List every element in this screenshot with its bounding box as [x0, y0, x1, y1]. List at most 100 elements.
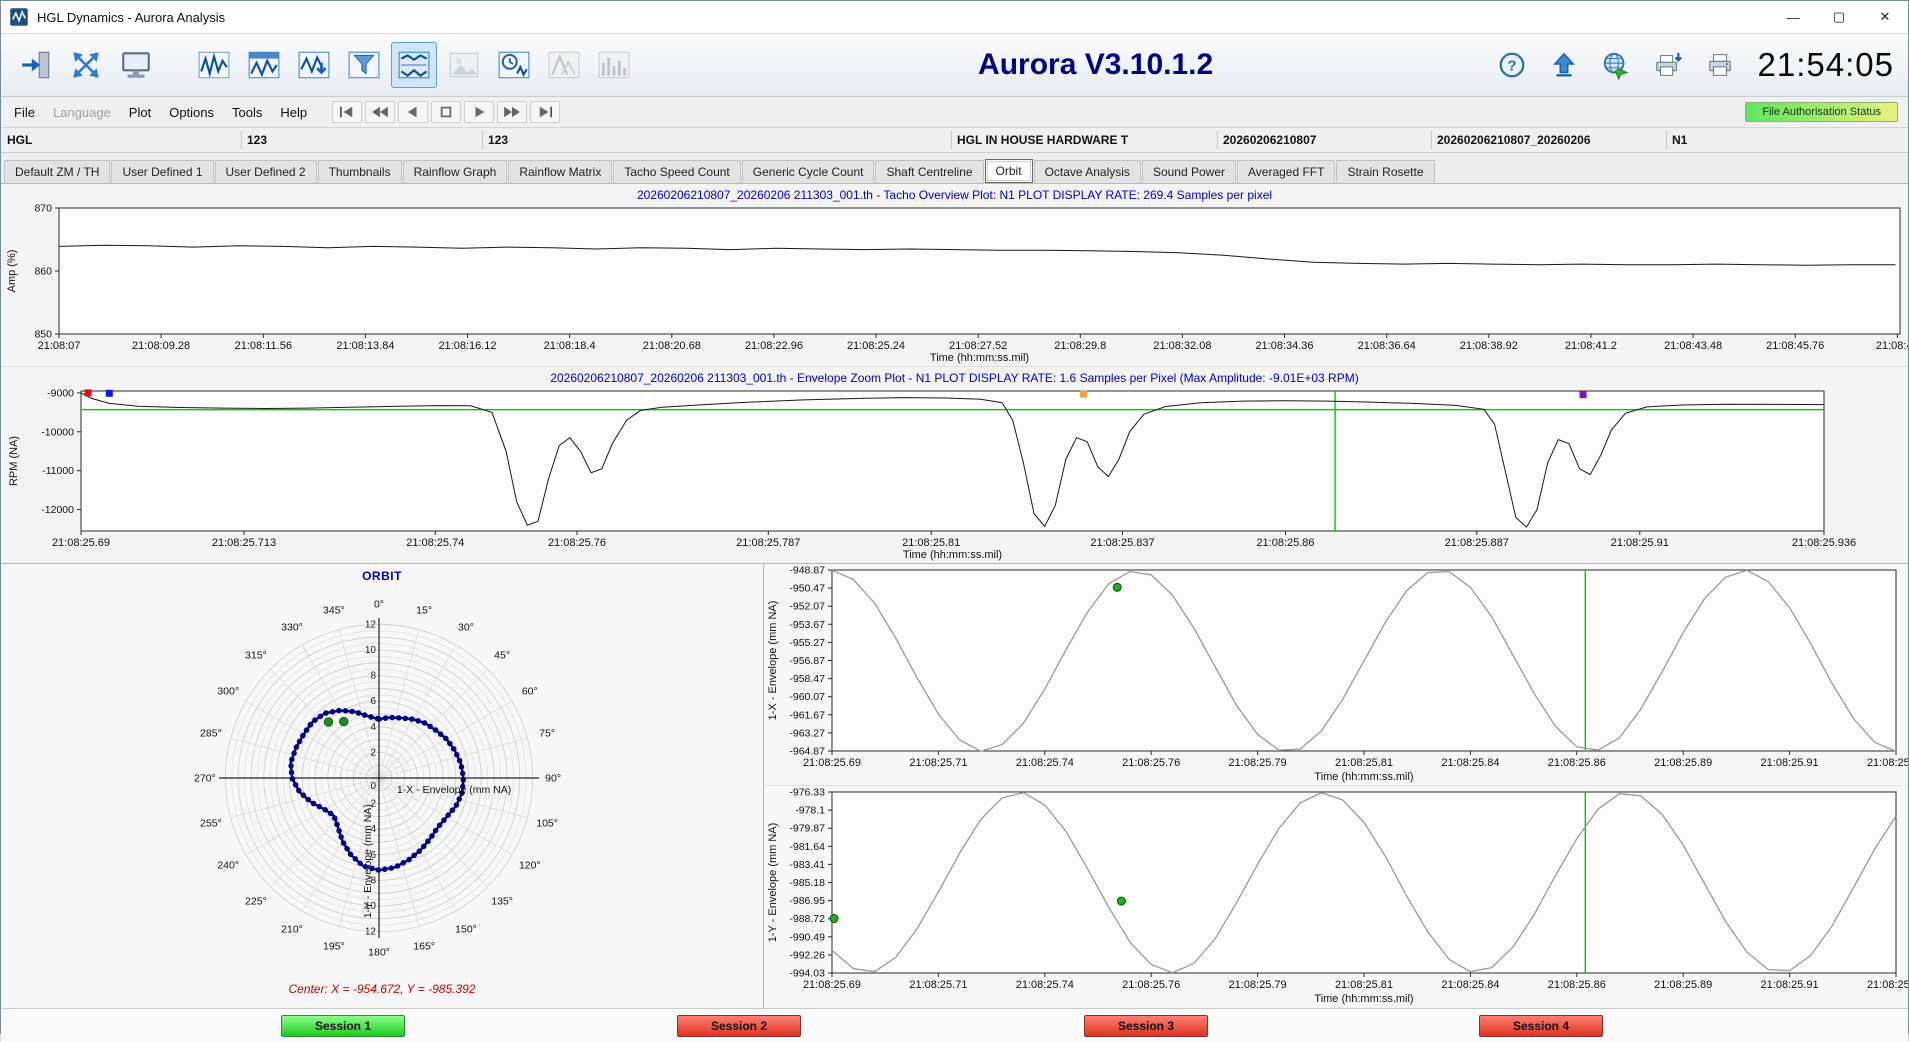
- help-icon[interactable]: ?: [1492, 45, 1532, 85]
- x-envelope-plot[interactable]: 21:08:25.6921:08:25.7121:08:25.7421:08:2…: [764, 564, 1908, 786]
- tab-shaft-centreline[interactable]: Shaft Centreline: [875, 160, 983, 183]
- svg-text:-985.18: -985.18: [789, 877, 825, 889]
- y-envelope-plot[interactable]: 21:08:25.69 21:08:25.71 21:08:25.74 21:08:2…: [764, 786, 1908, 1007]
- file-authorisation-status-button[interactable]: File Authorisation Status: [1745, 102, 1898, 122]
- nav-forward-button[interactable]: [497, 101, 527, 123]
- svg-text:-960.07: -960.07: [789, 691, 825, 703]
- orbit-title: ORBIT: [1, 564, 763, 586]
- windowed-plot-icon[interactable]: [241, 42, 287, 88]
- svg-text:21:08:25.86: 21:08:25.86: [1548, 757, 1606, 769]
- svg-text:15°: 15°: [416, 604, 432, 616]
- print-icon[interactable]: [1700, 45, 1740, 85]
- import-icon[interactable]: [13, 42, 59, 88]
- menu-file[interactable]: File: [5, 101, 44, 124]
- svg-text:21:08:25.74: 21:08:25.74: [1016, 979, 1074, 991]
- nav-stop-button[interactable]: [431, 101, 461, 123]
- close-button[interactable]: ✕: [1862, 1, 1908, 33]
- svg-text:6: 6: [370, 696, 376, 707]
- infobar-field-1: 123: [247, 133, 267, 147]
- menu-options[interactable]: Options: [160, 101, 223, 124]
- menubar: FileLanguagePlotOptionsToolsHelp File Au…: [1, 97, 1908, 128]
- tacho-overview-plot[interactable]: 21:08:0721:08:09.2821:08:11.5621:08:13.8…: [1, 204, 1908, 366]
- svg-text:-958.47: -958.47: [789, 673, 825, 685]
- svg-text:-978.1: -978.1: [795, 805, 825, 817]
- print-export-icon[interactable]: [1648, 45, 1688, 85]
- svg-text:12: 12: [365, 619, 377, 630]
- svg-text:21:08:22.96: 21:08:22.96: [745, 340, 803, 352]
- tab-rainflow-matrix[interactable]: Rainflow Matrix: [508, 160, 612, 183]
- export-up-icon[interactable]: [1544, 45, 1584, 85]
- monitor-icon[interactable]: [113, 42, 159, 88]
- svg-text:21:08:25.71: 21:08:25.71: [909, 979, 967, 991]
- download-plot-icon[interactable]: [291, 42, 337, 88]
- infobar: HGL123123HGL IN HOUSE HARDWARE T20260206…: [1, 128, 1908, 153]
- svg-text:21:08:25.86: 21:08:25.86: [1548, 979, 1606, 991]
- toolbar: Aurora V3.10.1.2 ? 21:54:05: [1, 34, 1908, 97]
- minimize-button[interactable]: —: [1770, 1, 1816, 33]
- envelope-zoom-plot[interactable]: 21:08:25.6921:08:25.71321:08:25.7421:08:…: [1, 387, 1908, 563]
- tab-rainflow-graph[interactable]: Rainflow Graph: [403, 160, 508, 183]
- tabbar: Default ZM / THUser Defined 1User Define…: [1, 153, 1908, 184]
- window-controls: —▢✕: [1770, 1, 1908, 33]
- signal-plot-icon[interactable]: [191, 42, 237, 88]
- nav-last-button[interactable]: [530, 101, 560, 123]
- app-window: HGL Dynamics - Aurora Analysis —▢✕ Auror…: [0, 0, 1909, 1034]
- envelope-plot-icon[interactable]: [391, 42, 437, 88]
- svg-text:-948.87: -948.87: [789, 565, 825, 577]
- menu-plot[interactable]: Plot: [120, 101, 160, 124]
- toolbar-right-group: ? 21:54:05: [1490, 34, 1894, 96]
- menu-tools[interactable]: Tools: [223, 101, 271, 124]
- svg-text:120°: 120°: [519, 860, 541, 872]
- svg-text:-979.87: -979.87: [789, 823, 825, 835]
- envelope_zoom-svg: 21:08:25.6921:08:25.71321:08:25.7421:08:…: [1, 387, 1908, 563]
- svg-text:21:08:25.76: 21:08:25.76: [548, 537, 606, 549]
- svg-text:21:08:25.74: 21:08:25.74: [406, 537, 464, 549]
- nav-next-button[interactable]: [464, 101, 494, 123]
- svg-text:Time (hh:mm:ss.mil): Time (hh:mm:ss.mil): [903, 549, 1002, 561]
- menu-help[interactable]: Help: [271, 101, 316, 124]
- nav-prev-button[interactable]: [398, 101, 428, 123]
- tab-user-defined-1[interactable]: User Defined 1: [111, 160, 213, 183]
- tab-orbit[interactable]: Orbit: [985, 159, 1033, 183]
- svg-text:21:08:25.69: 21:08:25.69: [803, 979, 861, 991]
- svg-text:-961.67: -961.67: [789, 709, 825, 721]
- tab-user-defined-2[interactable]: User Defined 2: [215, 160, 317, 183]
- infobar-field-4: 20260206210807: [1223, 133, 1316, 147]
- orbit-plot[interactable]: 0°15°30°45°60°75°90°105°120°135°150°165°…: [1, 586, 763, 982]
- maximize-button[interactable]: ▢: [1816, 1, 1862, 33]
- svg-text:21:08:25.71: 21:08:25.71: [909, 757, 967, 769]
- svg-text:-955.27: -955.27: [789, 637, 825, 649]
- svg-text:RPM (NA): RPM (NA): [8, 436, 20, 486]
- tab-generic-cycle-count[interactable]: Generic Cycle Count: [742, 160, 875, 183]
- tab-tacho-speed-count[interactable]: Tacho Speed Count: [613, 160, 740, 183]
- svg-text:21:08:07: 21:08:07: [38, 340, 81, 352]
- svg-text:21:08:25.787: 21:08:25.787: [736, 537, 800, 549]
- tab-octave-analysis[interactable]: Octave Analysis: [1034, 160, 1141, 183]
- tacho-overview-title: 20260206210807_20260206 211303_001.th - …: [1, 184, 1908, 204]
- tab-thumbnails[interactable]: Thumbnails: [318, 160, 402, 183]
- svg-text:21:08:18.4: 21:08:18.4: [544, 340, 596, 352]
- infobar-separator: [1431, 131, 1432, 149]
- time-history-icon[interactable]: [491, 42, 537, 88]
- svg-text:4: 4: [370, 722, 376, 733]
- nav-rewind-button[interactable]: [365, 101, 395, 123]
- tab-strain-rosette[interactable]: Strain Rosette: [1336, 160, 1434, 183]
- svg-text:-10000: -10000: [41, 426, 74, 438]
- svg-text:-953.67: -953.67: [789, 619, 825, 631]
- expand-arrows-icon[interactable]: [63, 42, 109, 88]
- svg-text:860: 860: [34, 266, 52, 278]
- globe-icon[interactable]: [1596, 45, 1636, 85]
- nav-first-button[interactable]: [332, 101, 362, 123]
- tab-default-zm-th[interactable]: Default ZM / TH: [4, 160, 110, 183]
- svg-text:195°: 195°: [323, 941, 345, 953]
- infobar-separator: [241, 131, 242, 149]
- x_envelope-svg: 21:08:25.6921:08:25.7121:08:25.7421:08:2…: [764, 564, 1908, 785]
- filter-plot-icon[interactable]: [341, 42, 387, 88]
- svg-text:105°: 105°: [536, 818, 558, 830]
- app-title: Aurora V3.10.1.2: [978, 48, 1213, 82]
- orbit-svg: 0°15°30°45°60°75°90°105°120°135°150°165°…: [1, 586, 763, 982]
- tab-sound-power[interactable]: Sound Power: [1142, 160, 1236, 183]
- tab-averaged-fft[interactable]: Averaged FFT: [1237, 160, 1335, 183]
- svg-text:21:08:25.84: 21:08:25.84: [1441, 979, 1499, 991]
- svg-text:-981.64: -981.64: [789, 841, 825, 853]
